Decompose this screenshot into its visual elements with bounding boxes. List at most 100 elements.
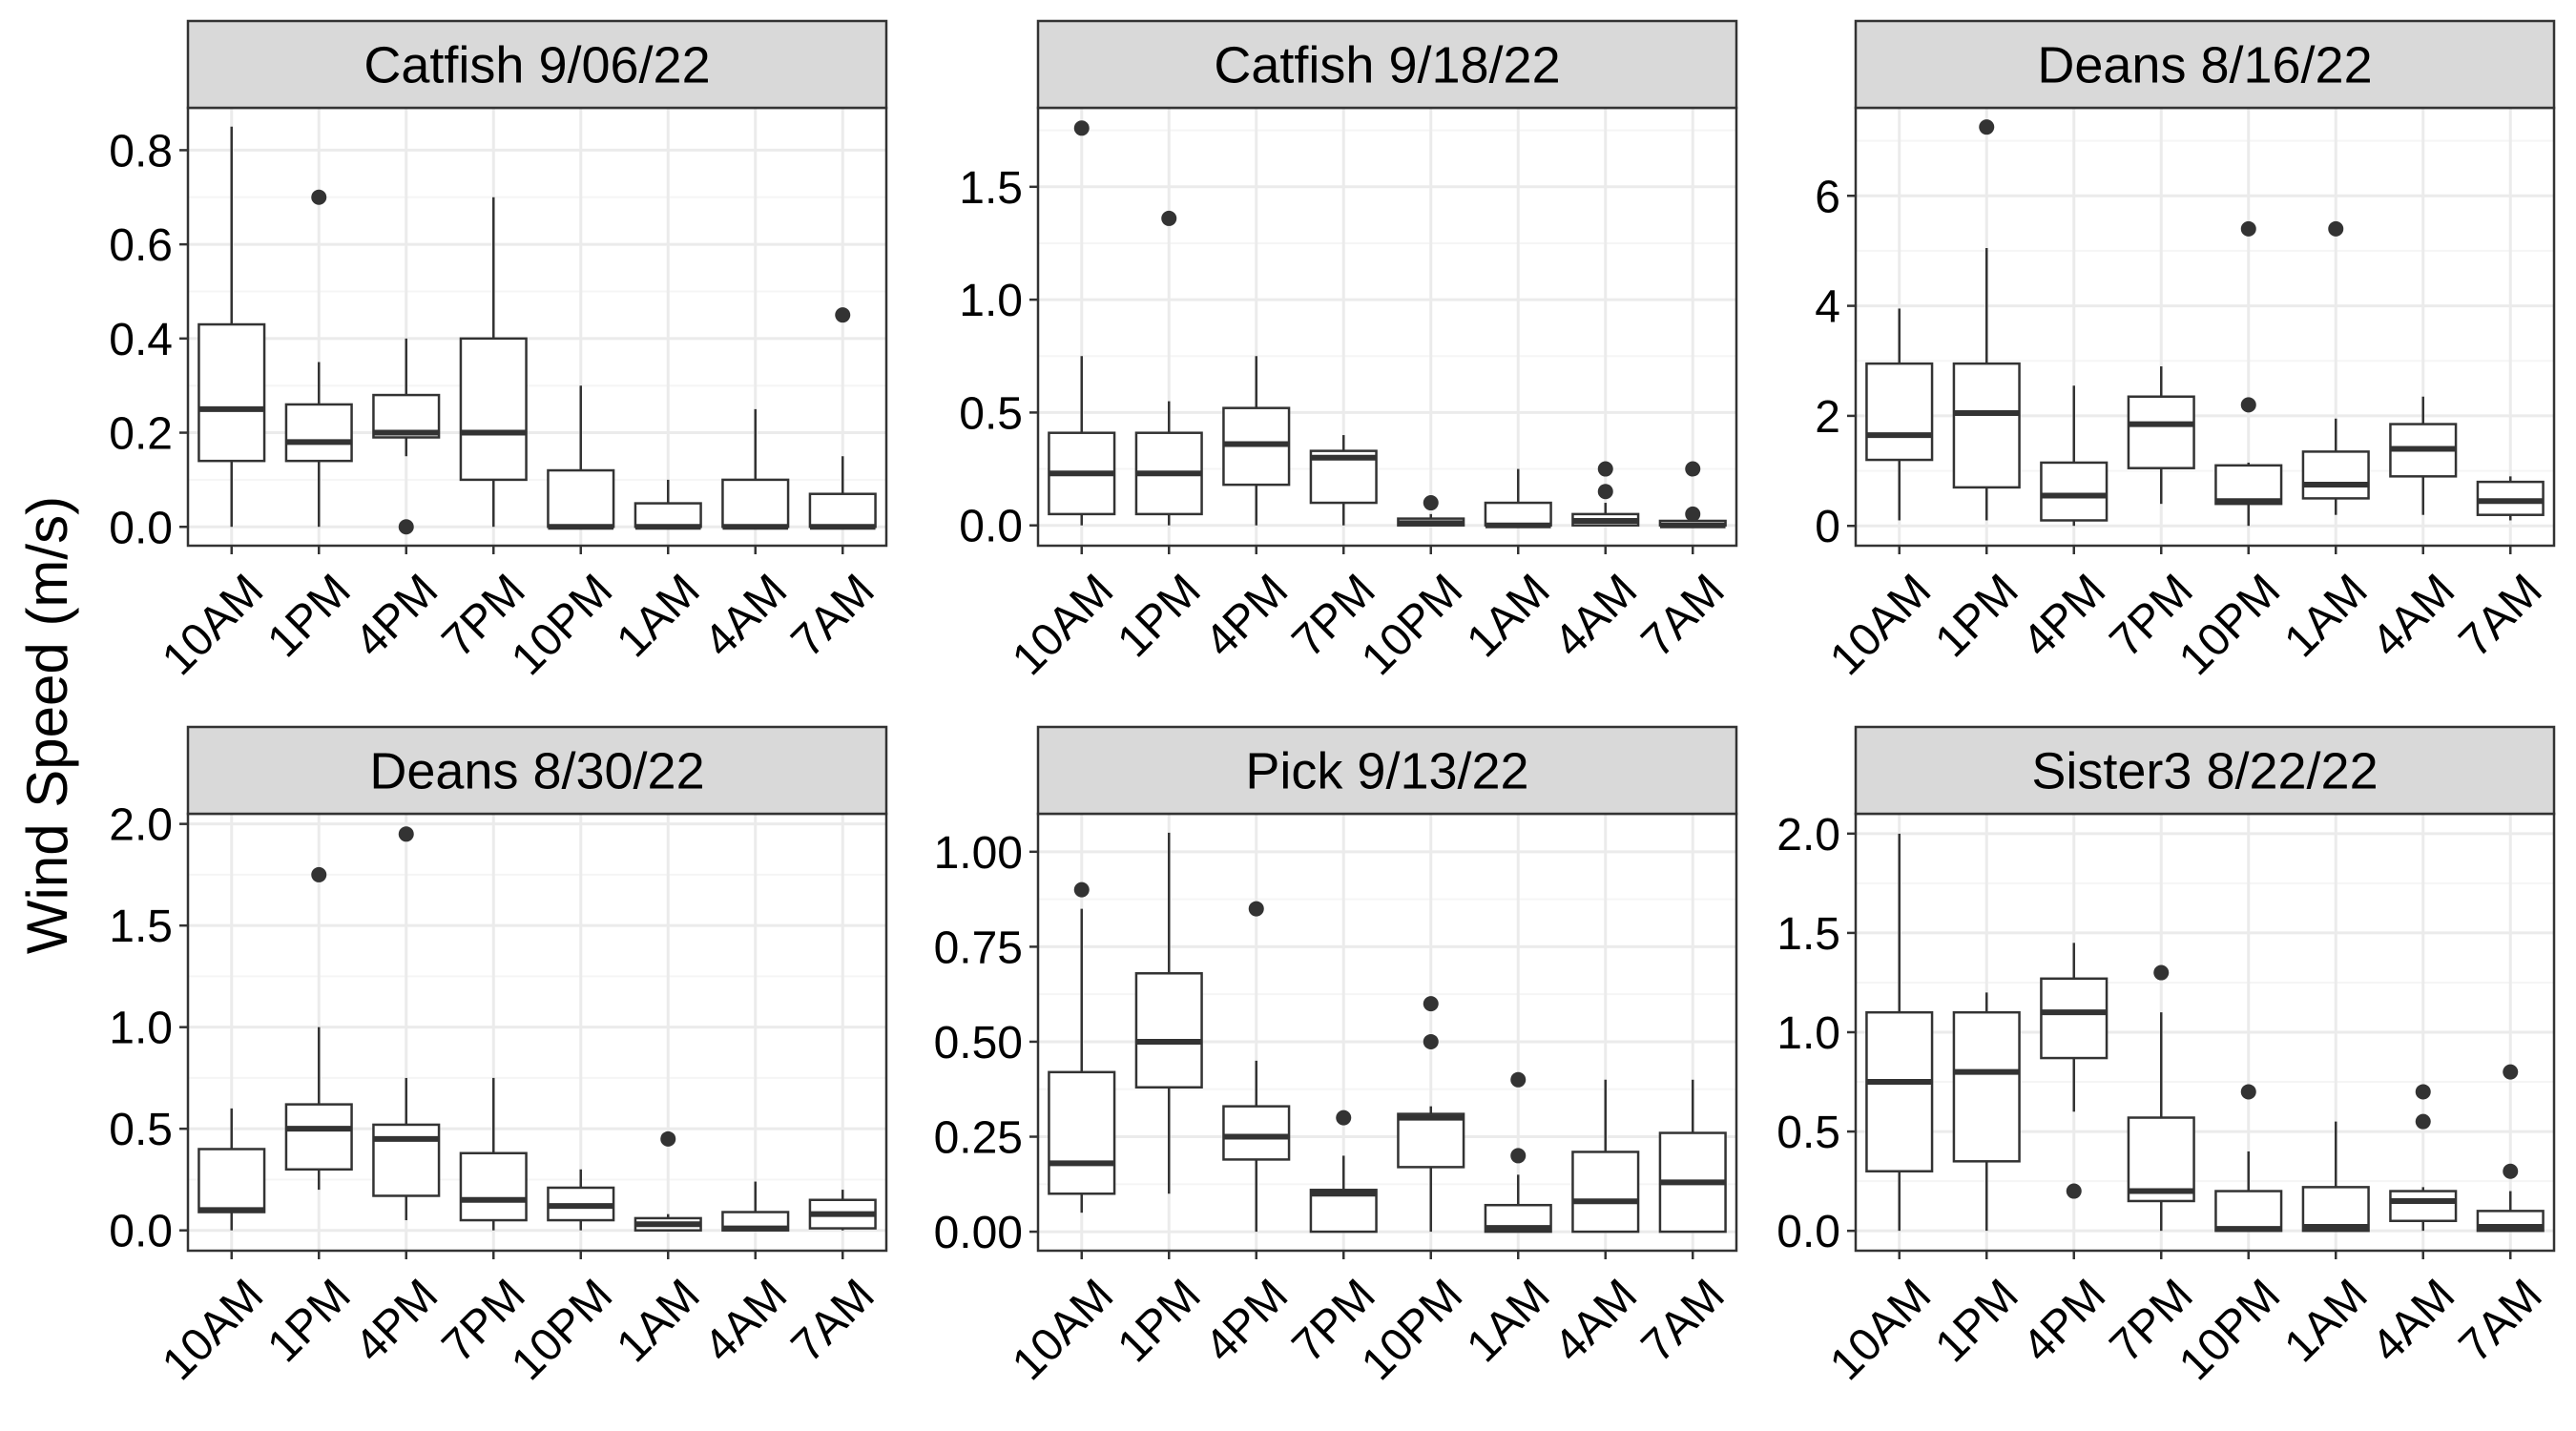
box-iqr [1048,1070,1116,1195]
y-tick-label: 0.0 [109,503,173,553]
box-group [2389,396,2458,515]
outlier-point [1510,1071,1527,1088]
x-tick-label: 1AM [608,565,710,667]
box-iqr [2214,464,2283,506]
outlier-point [2066,1183,2082,1199]
y-tick-label: 2 [1815,392,1840,443]
box-iqr [2040,977,2109,1060]
facet-title: Deans 8/30/22 [369,743,704,800]
outlier-point [1979,119,1995,135]
box-group [2127,366,2195,505]
y-tick-label: 0.5 [1776,1108,1840,1158]
y-tick-label: 2.0 [1776,810,1840,861]
box-iqr [1134,972,1203,1089]
box-group [1222,901,1291,1233]
box-group [1865,833,1934,1232]
box-group [2301,1121,2370,1233]
facet-strip [1036,19,1738,110]
x-tick-label: 10AM [1003,1270,1123,1390]
box-group [721,1181,790,1232]
outlier-point [1073,881,1090,898]
facet-panel: Deans 8/30/220.00.51.01.52.010AM1PM4PM7P… [109,725,888,1390]
box-iqr [2127,395,2195,469]
x-tick-label: 1AM [1458,565,1560,667]
x-tick-label: 1AM [2275,565,2378,667]
box-group [808,1190,877,1231]
box-iqr [547,468,615,529]
y-tick-label: 0.5 [959,388,1023,439]
x-tick-label: 1PM [1109,1270,1211,1372]
box-iqr [1952,1010,2021,1163]
box-group [1571,1079,1640,1234]
box-group [1865,308,1934,521]
box-iqr [2389,1190,2458,1223]
y-tick-label: 1.5 [1776,909,1840,960]
box-iqr [1397,1112,1465,1169]
x-tick-label: 4AM [695,565,797,667]
box-iqr [372,1123,441,1197]
outlier-point [2328,220,2344,237]
y-tick-label: 6 [1815,172,1840,222]
x-tick-label: 10AM [1820,1270,1941,1390]
box-group [634,479,702,530]
box-iqr [721,478,790,529]
x-tick-label: 1AM [1458,1270,1560,1372]
x-tick-label: 7AM [1632,1270,1735,1372]
box-iqr [1484,501,1552,527]
box-group [1309,435,1378,526]
box-group [1658,1079,1727,1234]
box-iqr [459,337,528,482]
box-iqr [1571,1151,1640,1234]
box-group [2301,220,2370,515]
box-iqr [1222,1105,1291,1161]
box-iqr [284,1103,353,1172]
y-tick-label: 2.0 [109,800,173,851]
box-group [1484,1071,1552,1234]
outlier-point [1597,484,1613,500]
box-iqr [2040,461,2109,522]
y-tick-label: 0.8 [109,126,173,176]
box-group [197,1108,266,1231]
x-tick-label: 7AM [1632,565,1735,667]
box-group [284,866,353,1191]
box-iqr [1865,362,1934,462]
x-tick-label: 4PM [2013,1270,2115,1372]
x-tick-label: 10PM [2170,565,2290,685]
box-group [1134,832,1203,1194]
facet-panel: Sister3 8/22/22 0.0 0.5 1.0 1.5 2.0 10AM1PM4PM… [1776,725,2556,1390]
y-axis-label: Wind Speed (m/s) [15,496,79,954]
box-group [721,408,790,530]
outlier-point [311,866,327,882]
x-tick-label: 1AM [2275,1270,2378,1372]
outlier-point [835,307,851,323]
x-tick-label: 10PM [2170,1270,2290,1390]
box-group [2476,1064,2545,1233]
y-tick-label: 1.5 [109,902,173,952]
box-group [459,197,528,528]
box-group [1309,1110,1378,1234]
outlier-point [1423,996,1439,1012]
facet-strip [1036,725,1738,816]
outlier-point [398,519,414,535]
box-group [1134,210,1203,526]
box-group [1571,461,1640,527]
box-iqr [2127,1116,2195,1203]
outlier-point [2503,1064,2519,1080]
box-group [2476,476,2545,521]
x-tick-label: 10AM [153,565,273,685]
outlier-point [311,189,327,205]
x-tick-label: 1PM [1109,565,1211,667]
y-tick-label: 0.25 [934,1113,1023,1164]
panel-background [188,108,886,546]
box-iqr [808,492,877,529]
y-tick-label: 0.75 [934,923,1023,973]
x-tick-label: 7AM [782,565,884,667]
box-group [1952,119,2021,521]
facet-panel: Catfish 9/18/220.00.51.01.510AM1PM4PM7PM… [959,19,1738,685]
y-tick-label: 0 [1815,502,1840,552]
outlier-point [2240,1084,2256,1100]
box-group [459,1077,528,1231]
y-tick-label: 0.6 [109,220,173,271]
box-iqr [634,502,702,529]
